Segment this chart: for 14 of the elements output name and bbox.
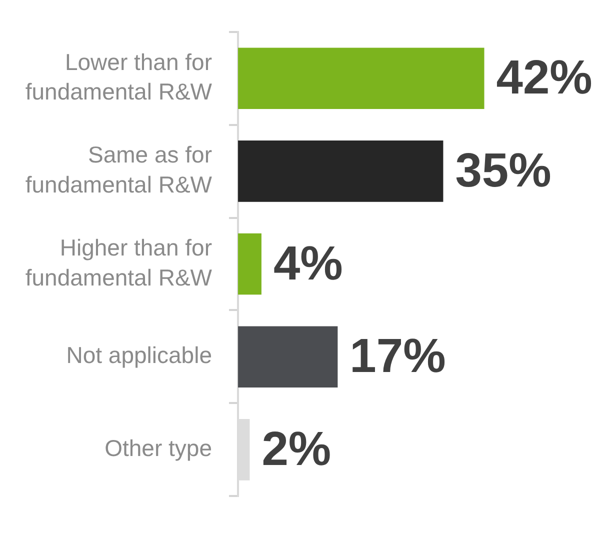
- y-tick-label: Other type: [104, 435, 212, 462]
- y-tick-label: Lower than for fundamental R&W: [25, 48, 212, 105]
- y-tick-label: Not applicable: [66, 342, 212, 368]
- bar: [238, 233, 262, 295]
- y-tick-label: Higher than for fundamental R&W: [25, 234, 212, 290]
- data-label: 35%: [455, 144, 552, 198]
- data-label: 4%: [273, 237, 343, 290]
- data-label: 17%: [350, 330, 446, 384]
- data-label: 2%: [262, 422, 332, 476]
- bar: [238, 140, 444, 202]
- bar: [238, 48, 484, 109]
- y-tick-label: Same as for fundamental R&W: [25, 142, 212, 198]
- bar: [238, 326, 338, 388]
- data-label: 42%: [496, 52, 592, 105]
